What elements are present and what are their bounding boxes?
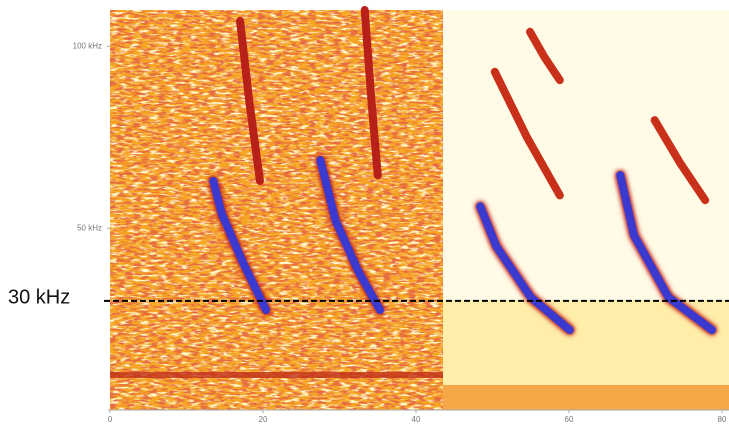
call xyxy=(209,176,271,314)
x-tick-label: 20 xyxy=(259,415,268,424)
noise-band xyxy=(110,372,443,378)
call xyxy=(236,16,264,185)
x-tick-label: 0 xyxy=(108,415,113,424)
call xyxy=(316,156,385,314)
noise-red xyxy=(110,10,443,410)
call xyxy=(360,6,382,180)
x-tick-label: 60 xyxy=(565,415,574,424)
y-tick-label: 50 kHz xyxy=(77,223,102,232)
low-noise-band xyxy=(443,385,729,410)
call xyxy=(476,202,574,334)
x-tick-label: 40 xyxy=(412,415,421,424)
x-tick-label: 80 xyxy=(718,415,727,424)
call xyxy=(616,171,717,334)
call xyxy=(650,116,710,205)
call xyxy=(525,27,564,85)
reference-label: 30 kHz xyxy=(8,286,70,308)
call xyxy=(490,67,564,200)
y-tick-label: 100 kHz xyxy=(73,41,102,50)
plot xyxy=(209,6,717,334)
